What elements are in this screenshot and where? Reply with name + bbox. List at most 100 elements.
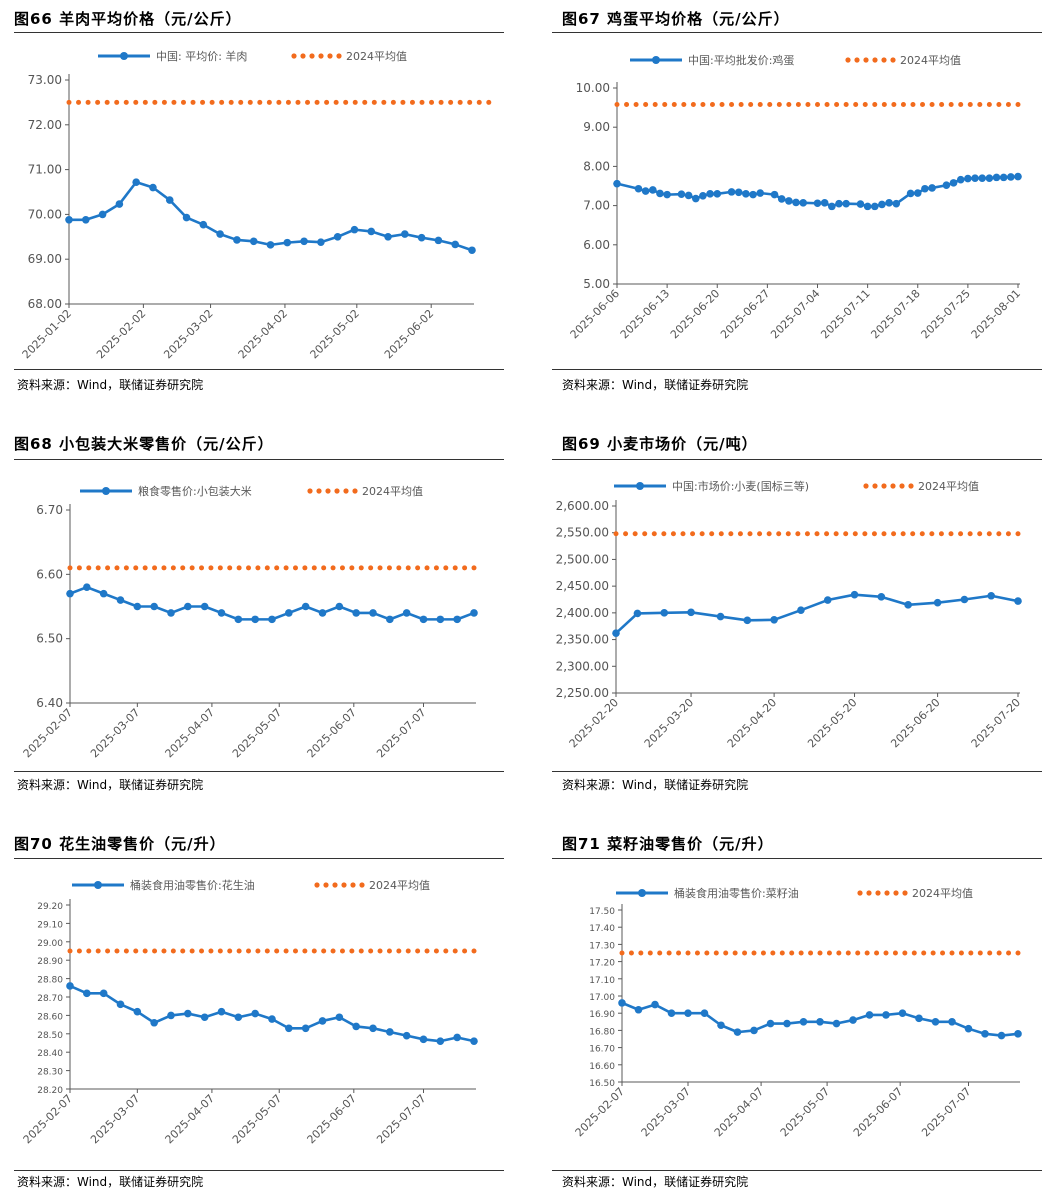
y-tick-label: 5.00 [583,277,610,291]
avg-dot [930,950,936,956]
avg-dot [302,948,308,954]
avg-dot [171,99,177,105]
avg-dot [292,948,298,954]
data-point [785,197,793,205]
avg-dot [339,565,345,571]
data-point [633,609,642,618]
data-point [700,1009,709,1017]
avg-dot [628,950,634,956]
avg-dot [190,99,196,105]
data-point [742,190,750,198]
avg-dot [452,565,458,571]
avg-dot [862,101,868,107]
legend-avg-dot [325,488,331,494]
chart-title: 图71 菜籽油零售价（元/升） [562,835,774,853]
y-tick-label: 6.00 [583,238,610,252]
avg-dot [123,948,129,954]
avg-line [66,99,492,105]
avg-line [614,101,1021,107]
y-tick-label: 17.50 [589,907,615,917]
avg-dot [666,950,672,956]
x-tick-label: 2025-07-07 [919,1085,973,1139]
avg-dot [891,531,897,537]
legend-avg-dot [872,483,878,489]
avg-dot [333,99,339,105]
legend-avg-dot [323,882,329,888]
data-point [713,190,722,198]
avg-dot [996,101,1002,107]
avg-dot [843,531,849,537]
legend-avg-label: 2024平均值 [900,54,961,67]
legend-avg-label: 2024平均值 [918,480,979,493]
data-point [233,236,241,244]
data-point [133,1007,142,1016]
data-point [877,593,886,601]
avg-dot [855,950,861,956]
avg-line [67,948,477,954]
data-point [335,602,344,611]
avg-dot [443,948,449,954]
chart-rapeseed-oil: 桶装食用油零售价:菜籽油 2024平均值 16.50 16.60 16.70 16.80 1… [573,886,1022,1139]
avg-dot [189,565,195,571]
avg-dot [324,99,330,105]
avg-dot [874,950,880,956]
y-tick-label: 9.00 [583,120,610,134]
y-tick-label: 28.70 [37,994,63,1004]
avg-dot [255,565,261,571]
data-point [613,179,621,188]
avg-dot [429,99,435,105]
avg-dot [824,531,830,537]
avg-dot [314,99,320,105]
data-point [931,1018,940,1026]
avg-dot [457,99,463,105]
chart-legend: 桶装食用油零售价:花生油 2024平均值 [72,878,430,892]
data-point [453,1033,461,1042]
x-tick-label: 2025-02-07 [573,1085,627,1139]
avg-dot [180,565,186,571]
data-point [933,598,942,607]
data-point [318,1017,327,1025]
avg-dot [330,948,336,954]
avg-dot [709,101,715,107]
legend-avg-dot [318,53,324,59]
data-point [832,1019,841,1028]
avg-dot [161,948,167,954]
data-point [350,225,359,234]
data-point [828,202,836,211]
data-point [167,1011,175,1020]
avg-dot [996,531,1002,537]
data-point [99,589,108,598]
data-point [749,190,757,199]
avg-dot [396,948,402,954]
avg-dot [690,531,696,537]
data-point [842,199,850,208]
avg-dot [657,950,663,956]
avg-dot [274,948,280,954]
avg-dot [815,101,820,107]
avg-dot [462,565,468,571]
avg-dot [415,565,421,571]
data-point [451,240,460,249]
legend-avg-dot [902,890,908,896]
y-tick-label: 6.50 [36,632,63,646]
legend-avg-dot [307,488,313,494]
data-point [386,1028,394,1036]
avg-dot [843,101,849,107]
avg-dot [358,565,364,571]
data-point [750,1026,758,1035]
data-point [716,612,725,621]
y-tick-label: 28.40 [37,1049,63,1059]
avg-dot [471,948,477,954]
data-point [470,609,478,617]
data-point [285,1024,293,1033]
avg-dot [757,101,763,107]
legend-avg-dot [881,57,887,63]
data-point [417,233,426,242]
legend-avg-label: 2024平均值 [362,485,423,498]
avg-dot [614,101,620,107]
data-point [335,1013,344,1022]
source-note: 资料来源：Wind，联储证券研究院 [562,778,749,792]
y-tick-label: 7.00 [583,199,610,213]
data-point [401,230,409,238]
avg-dot [977,950,983,956]
